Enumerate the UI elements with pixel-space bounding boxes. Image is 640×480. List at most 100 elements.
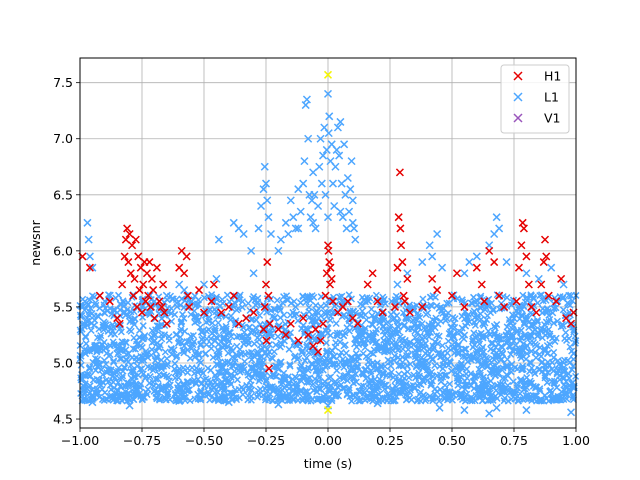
l1-band-marker bbox=[352, 370, 360, 378]
l1-band-marker bbox=[509, 332, 517, 340]
l1-band-marker bbox=[155, 395, 163, 403]
l1-band-marker bbox=[121, 364, 129, 372]
l1-band-marker bbox=[373, 365, 381, 373]
l1-band-marker bbox=[201, 390, 209, 398]
l1-band-marker bbox=[497, 365, 505, 373]
legend-box bbox=[500, 64, 570, 134]
point-h1 bbox=[129, 291, 138, 300]
l1-band-marker bbox=[463, 365, 471, 373]
l1-band-marker bbox=[109, 378, 117, 386]
series-H1 bbox=[78, 168, 578, 373]
l1-band-marker bbox=[442, 316, 450, 324]
l1-band-marker bbox=[272, 372, 280, 380]
l1-band-marker bbox=[245, 385, 253, 394]
l1-band-marker bbox=[165, 333, 173, 341]
legend-marker-l1 bbox=[513, 92, 523, 102]
l1-band-marker bbox=[474, 300, 482, 309]
l1-band-marker bbox=[534, 332, 542, 340]
l1-band-marker bbox=[495, 369, 503, 377]
l1-band-marker bbox=[560, 381, 568, 389]
l1-band-marker bbox=[315, 314, 323, 322]
point-h1 bbox=[517, 241, 526, 250]
l1-band-marker bbox=[425, 345, 433, 353]
l1-band-marker bbox=[469, 377, 477, 386]
l1-band-marker bbox=[276, 306, 284, 314]
point-l1 bbox=[294, 224, 303, 233]
point-l1 bbox=[460, 269, 469, 278]
l1-band-marker bbox=[512, 341, 520, 349]
l1-band-marker bbox=[403, 362, 411, 370]
l1-band-marker bbox=[140, 351, 149, 359]
point-l1 bbox=[335, 151, 344, 160]
point-l1 bbox=[254, 224, 263, 233]
x-tick-label: −0.75 bbox=[123, 433, 161, 448]
l1-band-marker bbox=[358, 307, 366, 315]
point-h1 bbox=[263, 258, 272, 267]
l1-band-marker bbox=[569, 379, 577, 387]
l1-band-marker bbox=[396, 333, 404, 341]
l1-band-marker bbox=[116, 343, 124, 351]
l1-dense-band bbox=[76, 291, 580, 405]
point-h1 bbox=[159, 280, 168, 289]
l1-band-marker bbox=[102, 360, 110, 368]
l1-band-marker bbox=[296, 366, 304, 374]
l1-band-marker bbox=[547, 386, 555, 394]
l1-band-marker bbox=[525, 318, 533, 326]
l1-band-marker bbox=[411, 315, 419, 323]
l1-band-marker bbox=[346, 392, 354, 400]
point-l1 bbox=[309, 168, 318, 177]
l1-band-marker bbox=[192, 350, 200, 358]
l1-band-marker bbox=[204, 388, 212, 396]
point-l1 bbox=[266, 229, 275, 239]
point-l1 bbox=[291, 224, 300, 233]
l1-band-marker bbox=[268, 353, 276, 362]
point-l1 bbox=[342, 224, 351, 233]
point-h1 bbox=[286, 319, 295, 328]
l1-band-marker bbox=[204, 377, 212, 385]
highlight-point bbox=[323, 406, 333, 415]
point-h1 bbox=[136, 263, 145, 272]
l1-band-marker bbox=[371, 316, 379, 324]
l1-band-marker bbox=[216, 302, 224, 310]
l1-band-marker bbox=[83, 384, 91, 392]
l1-band-marker bbox=[214, 394, 222, 402]
l1-band-marker bbox=[479, 376, 487, 384]
l1-band-marker bbox=[469, 394, 478, 403]
l1-band-marker bbox=[256, 311, 264, 319]
legend-entries: H1 L1 V1 bbox=[513, 69, 561, 126]
l1-band-marker bbox=[419, 295, 427, 303]
l1-band-marker bbox=[532, 383, 540, 391]
l1-band-marker bbox=[508, 311, 516, 319]
l1-band-marker bbox=[130, 384, 138, 392]
point-l1 bbox=[85, 252, 94, 261]
l1-band-marker bbox=[161, 331, 169, 339]
l1-band-marker bbox=[443, 299, 451, 307]
point-l1 bbox=[88, 398, 97, 407]
l1-band-marker bbox=[340, 332, 348, 340]
l1-band-marker bbox=[443, 371, 451, 379]
l1-band-marker bbox=[520, 303, 528, 311]
l1-band-marker bbox=[263, 352, 271, 360]
l1-band-marker bbox=[227, 344, 235, 352]
l1-band-marker bbox=[239, 363, 247, 371]
point-h1 bbox=[113, 314, 122, 323]
l1-band-marker bbox=[508, 325, 516, 333]
l1-band-marker bbox=[395, 323, 403, 331]
point-h1 bbox=[157, 302, 166, 311]
l1-band-marker bbox=[431, 338, 439, 346]
l1-band-marker bbox=[562, 378, 570, 386]
l1-band-marker bbox=[365, 384, 373, 392]
l1-band-marker bbox=[486, 389, 494, 397]
l1-band-marker bbox=[559, 322, 567, 330]
point-h1 bbox=[321, 291, 330, 300]
l1-band-marker bbox=[157, 356, 165, 364]
point-h1 bbox=[160, 308, 169, 317]
l1-band-marker bbox=[467, 356, 475, 364]
l1-band-marker bbox=[568, 366, 576, 374]
point-h1 bbox=[105, 297, 114, 306]
l1-band-marker bbox=[99, 321, 107, 329]
point-l1 bbox=[274, 400, 283, 409]
l1-band-marker bbox=[531, 348, 539, 356]
l1-band-marker bbox=[479, 320, 487, 328]
l1-band-marker bbox=[85, 365, 94, 373]
